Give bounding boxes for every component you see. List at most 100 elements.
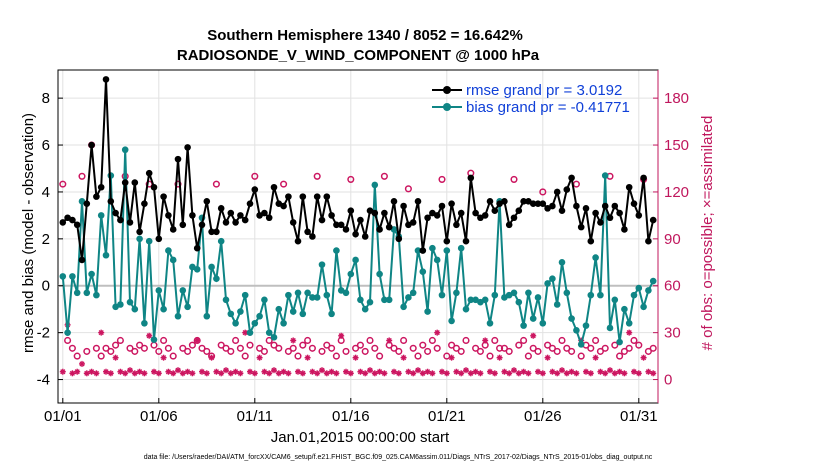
- rmse-point: [424, 214, 431, 222]
- asterisk-stroke: [204, 370, 210, 376]
- asterisk-stroke: [593, 355, 599, 361]
- obs-assimilated-point: [568, 368, 575, 375]
- asterisk-stroke: [602, 370, 608, 376]
- asterisk-stroke: [165, 369, 171, 375]
- rmse-point: [251, 186, 259, 193]
- bias-point: [371, 181, 379, 189]
- obs-possible-point: [184, 347, 192, 355]
- obs-possible-point: [510, 175, 518, 183]
- obs-possible-point: [587, 344, 595, 352]
- asterisk-stroke: [492, 370, 498, 376]
- obs-assimilated-point: [491, 370, 498, 377]
- obs-possible-point: [366, 336, 374, 345]
- obs-possible-point: [539, 188, 547, 196]
- bias-point: [558, 258, 566, 266]
- obs-assimilated-point: [583, 368, 589, 375]
- bias-point: [443, 247, 451, 254]
- bias-point: [232, 319, 239, 327]
- rmse-point: [419, 247, 427, 254]
- bias-point: [246, 329, 254, 336]
- rmse-point: [93, 193, 100, 200]
- obs-assimilated-point: [362, 370, 369, 377]
- obs-possible-point: [486, 352, 494, 360]
- obs-assimilated-point: [256, 354, 263, 361]
- rmse-point: [553, 188, 561, 196]
- obs-possible-point: [544, 341, 552, 349]
- rmse-point: [193, 244, 201, 252]
- rmse-point: [573, 202, 580, 210]
- obs-assimilated-point: [208, 354, 215, 361]
- obs-possible-point: [500, 344, 508, 352]
- obs-possible-point: [227, 347, 235, 355]
- obs-possible-point: [289, 344, 297, 352]
- asterisk-stroke: [588, 370, 594, 376]
- rmse-point: [390, 198, 398, 205]
- obs-assimilated-point: [434, 329, 441, 336]
- asterisk-stroke: [516, 370, 522, 376]
- obs-possible-point: [630, 336, 638, 345]
- obs-possible-point: [241, 352, 249, 360]
- asterisk-stroke: [194, 337, 200, 344]
- rmse-point: [184, 144, 191, 151]
- obs-possible-point: [496, 344, 504, 352]
- bias-point: [385, 296, 393, 304]
- obs-assimilated-point: [242, 329, 249, 336]
- obs-assimilated-point: [136, 368, 143, 375]
- bias-point: [582, 322, 590, 329]
- asterisk-stroke: [161, 355, 167, 361]
- obs-assimilated-point: [194, 337, 201, 344]
- rmse-point: [333, 221, 340, 229]
- obs-assimilated-point: [611, 370, 618, 377]
- bias-point: [481, 296, 489, 304]
- obs-possible-point: [270, 341, 278, 349]
- rmse-point: [97, 183, 105, 191]
- bias-point: [93, 291, 100, 299]
- asterisk-stroke: [199, 369, 205, 375]
- right-tick-label: 30: [664, 325, 681, 342]
- bias-point: [606, 324, 614, 332]
- obs-assimilated-point: [141, 370, 148, 377]
- y-axis-label: rmse and bias (model - observation): [20, 113, 37, 353]
- asterisk-stroke: [545, 355, 551, 361]
- obs-possible-point: [491, 336, 499, 345]
- rmse-point: [117, 216, 124, 224]
- asterisk-stroke: [444, 370, 450, 376]
- obs-possible-point: [260, 347, 268, 355]
- obs-possible-point: [376, 352, 384, 360]
- asterisk-stroke: [261, 369, 267, 375]
- bias-point: [381, 296, 388, 304]
- obs-possible-point: [217, 341, 225, 349]
- obs-assimilated-point: [165, 368, 172, 375]
- rmse-point: [467, 174, 475, 182]
- asterisk-stroke: [636, 370, 642, 376]
- obs-assimilated-point: [554, 370, 561, 377]
- obs-assimilated-point: [223, 367, 229, 374]
- obs-possible-point: [275, 344, 283, 352]
- rmse-point: [649, 216, 657, 224]
- obs-possible-point: [424, 347, 432, 355]
- rmse-point: [625, 183, 633, 191]
- obs-assimilated-point: [482, 337, 489, 344]
- obs-assimilated-point: [439, 368, 445, 375]
- asterisk-stroke: [511, 367, 517, 373]
- bias-point: [270, 334, 278, 341]
- asterisk-stroke: [530, 333, 536, 339]
- bias-point: [616, 338, 623, 346]
- obs-assimilated-point: [453, 368, 460, 375]
- rmse-point: [630, 200, 638, 207]
- x-tick-label: 01/31: [620, 408, 658, 425]
- obs-assimilated-point: [645, 368, 652, 375]
- obs-assimilated-point: [635, 370, 642, 377]
- asterisk-stroke: [237, 370, 243, 376]
- asterisk-stroke: [122, 370, 128, 376]
- asterisk-stroke: [60, 369, 66, 375]
- asterisk-stroke: [521, 369, 527, 375]
- asterisk-stroke: [319, 367, 325, 373]
- obs-assimilated-point: [386, 337, 393, 344]
- rmse-point: [126, 219, 134, 226]
- bias-point: [429, 244, 436, 252]
- rmse-point: [304, 228, 311, 236]
- obs-possible-point: [140, 344, 148, 352]
- rmse-point: [601, 202, 609, 210]
- obs-possible-point: [212, 180, 220, 188]
